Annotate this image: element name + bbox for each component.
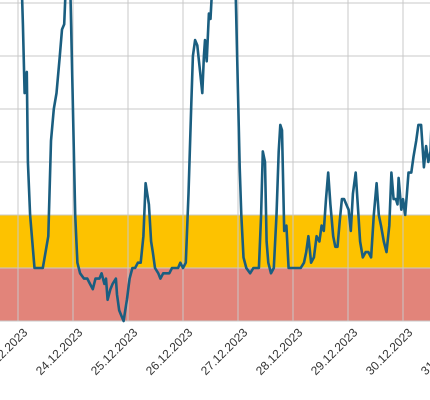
x-tick-label: 24.12.2023 <box>33 325 86 378</box>
band-1 <box>0 215 430 268</box>
x-tick-label: 30.12.2023 <box>363 325 416 378</box>
x-tick-label: 23.12.2023 <box>0 325 31 378</box>
series-line-0 <box>20 0 430 323</box>
x-tick-label: 27.12.2023 <box>198 325 251 378</box>
x-tick-label: 28.12.2023 <box>253 325 306 378</box>
x-tick-label: 25.12.2023 <box>88 325 141 378</box>
series-group <box>20 0 430 323</box>
x-tick-label: 26.12.2023 <box>143 325 196 378</box>
x-tick-label: 31.12.2023 <box>418 325 430 378</box>
band-0 <box>0 268 430 321</box>
x-axis-tick-labels: 23.12.2023 24.12.2023 25.12.2023 26.12.2023… <box>0 325 430 378</box>
x-tick-label: 29.12.2023 <box>308 325 361 378</box>
